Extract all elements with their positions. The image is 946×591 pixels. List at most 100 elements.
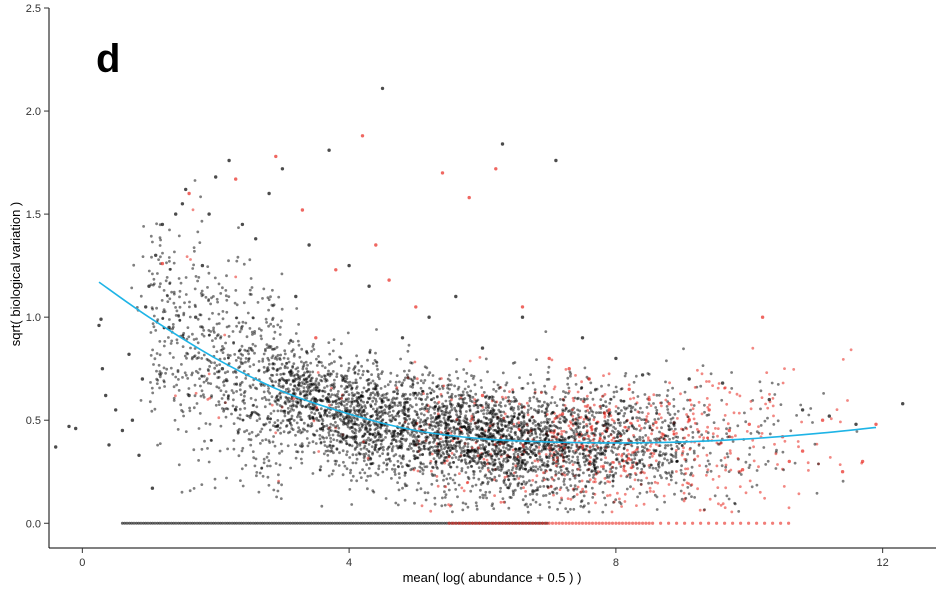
black-point — [813, 442, 817, 446]
red-point — [749, 407, 753, 411]
black-point — [265, 343, 269, 346]
black-point — [603, 461, 607, 464]
black-point — [382, 396, 386, 400]
black-point — [538, 455, 542, 459]
black-point — [360, 405, 364, 408]
black-point — [315, 399, 318, 403]
black-point — [503, 389, 506, 393]
black-point — [524, 462, 528, 466]
black-point — [466, 442, 470, 446]
black-point — [570, 428, 574, 432]
black-point — [773, 393, 777, 396]
red-point — [366, 456, 370, 460]
black-point — [635, 427, 638, 431]
black-point — [176, 428, 180, 431]
black-point — [428, 447, 431, 450]
black-point — [484, 454, 488, 458]
black-point — [380, 424, 384, 427]
red-point — [569, 497, 573, 501]
black-point — [352, 431, 356, 435]
black-point — [315, 377, 318, 381]
black-point — [333, 378, 336, 382]
black-point — [558, 417, 562, 421]
black-point — [494, 448, 498, 452]
black-point — [184, 276, 188, 279]
black-point — [542, 461, 546, 465]
black-point — [274, 380, 277, 384]
black-point — [655, 437, 659, 441]
black-point — [363, 432, 367, 436]
black-point — [250, 330, 254, 334]
black-point — [689, 425, 693, 429]
black-point — [192, 406, 196, 410]
black-point — [658, 444, 662, 447]
red-point — [705, 453, 709, 457]
black-point — [400, 409, 404, 413]
black-point — [506, 399, 510, 403]
black-point — [249, 397, 253, 400]
black-point — [494, 389, 498, 393]
black-point — [208, 422, 212, 426]
black-point — [493, 458, 497, 462]
black-point — [349, 468, 353, 472]
black-point — [594, 387, 597, 391]
black-point — [703, 403, 706, 407]
black-point — [297, 375, 301, 378]
black-point — [546, 405, 550, 408]
black-point — [294, 443, 297, 446]
red-point — [589, 426, 593, 430]
red-point — [447, 455, 451, 459]
black-point — [795, 414, 798, 417]
black-point — [653, 475, 656, 479]
red-point — [631, 451, 634, 454]
red-point — [550, 358, 554, 362]
red-point — [549, 485, 553, 489]
black-point — [563, 471, 566, 474]
black-point — [472, 404, 476, 408]
black-point — [623, 443, 627, 447]
black-point — [319, 440, 323, 444]
black-point — [726, 455, 730, 459]
black-point — [619, 421, 622, 425]
red-point — [465, 481, 469, 485]
black-point — [388, 457, 391, 461]
black-point — [421, 472, 425, 476]
black-point — [377, 467, 381, 471]
black-point — [557, 444, 561, 448]
red-point — [525, 401, 529, 405]
black-point — [501, 497, 505, 500]
black-point — [406, 349, 410, 353]
black-point — [440, 471, 444, 475]
black-point — [325, 379, 329, 382]
black-point — [725, 427, 728, 431]
black-point — [365, 412, 369, 416]
black-point — [638, 459, 642, 463]
black-point — [541, 463, 544, 467]
black-point — [373, 448, 377, 452]
black-point — [403, 498, 407, 502]
black-point — [583, 448, 586, 452]
black-point — [468, 408, 472, 411]
black-point — [603, 481, 607, 485]
black-point — [208, 365, 212, 368]
black-point — [186, 352, 190, 356]
black-point — [222, 380, 225, 384]
black-point — [372, 490, 376, 494]
black-point — [217, 312, 221, 316]
black-point — [289, 374, 293, 377]
black-point — [349, 420, 353, 424]
black-point — [341, 375, 344, 379]
black-point — [168, 297, 172, 301]
black-point — [392, 432, 396, 435]
black-point — [744, 460, 748, 464]
red-point — [698, 435, 702, 439]
black-point — [582, 471, 585, 475]
black-point — [254, 457, 258, 461]
black-point — [480, 386, 483, 389]
black-point — [212, 326, 216, 330]
point-cloud — [130, 179, 864, 514]
black-point — [405, 397, 408, 401]
black-point — [232, 439, 236, 442]
black-point — [434, 415, 438, 419]
black-point — [299, 401, 303, 405]
